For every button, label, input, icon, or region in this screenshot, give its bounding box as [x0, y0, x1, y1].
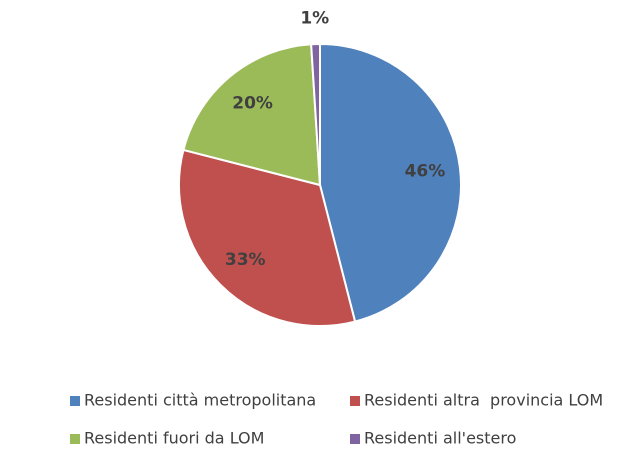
data-label: 46% [405, 162, 446, 182]
legend-label: Residenti città metropolitana [84, 391, 316, 410]
data-label: 20% [232, 94, 273, 114]
legend-label: Residenti altra provincia LOM [364, 391, 603, 410]
legend-swatch [70, 396, 80, 406]
legend-swatch [350, 434, 360, 444]
data-label: 1% [300, 9, 329, 29]
pie-slice [178, 148, 357, 327]
legend-swatch [70, 434, 80, 444]
legend-label: Residenti fuori da LOM [84, 429, 264, 448]
pie-slice [182, 43, 322, 187]
pie-slice [319, 42, 462, 323]
data-label: 33% [225, 250, 266, 270]
pie-slice [310, 42, 321, 186]
legend-swatch [350, 396, 360, 406]
legend-label: Residenti all'estero [364, 429, 516, 448]
